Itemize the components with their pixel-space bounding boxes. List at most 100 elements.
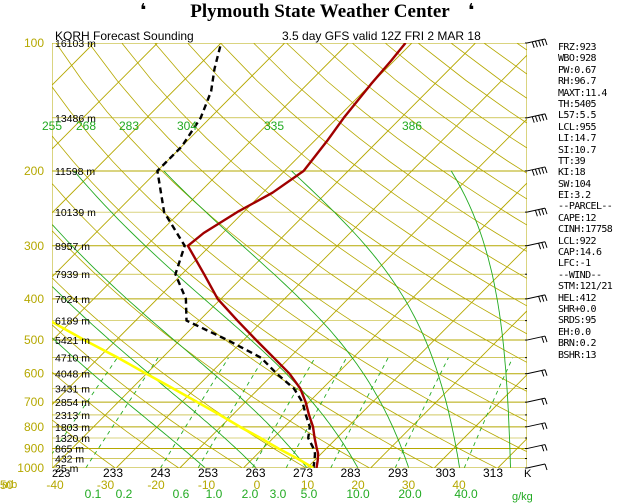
height-label: 6189 m — [55, 316, 90, 328]
label-layer: KORH Forecast Sounding 3.5 day GFS valid… — [0, 29, 533, 503]
height-label: 13486 m — [55, 113, 96, 125]
pressure-label: 200 — [24, 164, 44, 178]
height-label: 865 m — [55, 444, 84, 456]
mixing-ratio-label: 0.1 — [85, 487, 102, 501]
mixing-ratio-line — [85, 357, 159, 468]
index-line: LFC:-1 — [558, 258, 591, 270]
mixing-ratio-unit-label: g/kg — [512, 491, 533, 503]
theta-label: 255 — [42, 119, 62, 133]
chart-subtitle: 3.5 day GFS valid 12Z FRI 2 MAR 18 — [282, 29, 481, 43]
wind-barb-flag — [541, 114, 545, 121]
wind-barb-flag — [544, 38, 548, 46]
dry-adiabat-line — [52, 419, 116, 468]
index-line: LCL:955 — [558, 121, 597, 133]
height-label: 4048 m — [55, 369, 90, 381]
series-layer — [52, 43, 407, 468]
mixing-ratio-line — [394, 357, 449, 468]
temperature-tick-label: 40 — [452, 478, 466, 492]
index-line: --PARCEL-- — [558, 201, 613, 213]
wind-barb-flag — [538, 243, 542, 250]
wind-barb-flag — [544, 294, 548, 302]
wind-barb-flag — [544, 398, 548, 405]
wind-barb-flag — [541, 398, 545, 406]
pressure-label: 400 — [24, 292, 44, 306]
wind-barb-flag — [544, 369, 548, 376]
wind-barb-flag — [541, 370, 545, 377]
index-line: TH:5405 — [558, 98, 597, 110]
wind-barb-flag — [544, 463, 548, 471]
kelvin-label: 263 — [245, 466, 265, 480]
temperature-tick-label: 30 — [402, 478, 416, 492]
index-line: CINH:17758 — [558, 224, 613, 236]
mixing-ratio-line — [330, 357, 389, 468]
index-line: CAPE:12 — [558, 212, 597, 224]
wind-barb-flag — [544, 241, 548, 248]
wind-barb-flag — [538, 209, 542, 216]
index-line: LCL:922 — [558, 235, 597, 247]
temperature-tick-label: 0 — [254, 478, 261, 492]
wind-barb-flag — [541, 295, 545, 302]
pressure-label: 700 — [24, 395, 44, 409]
wind-barb-flag — [538, 296, 542, 303]
temperature-tick-label: -50 — [0, 478, 13, 492]
kelvin-label: 303 — [435, 466, 455, 480]
height-label: 7024 m — [55, 294, 90, 306]
pressure-label: 100 — [24, 36, 44, 50]
isotherm-line — [243, 182, 527, 468]
temperature-tick-label: 10 — [301, 478, 315, 492]
temperature-tick-label: 20 — [351, 478, 365, 492]
height-label: 1803 m — [55, 422, 90, 434]
kelvin-label: 233 — [103, 466, 123, 480]
mixing-ratio-label: 3.0 — [270, 487, 287, 501]
mixing-ratio-label: 10.0 — [346, 487, 370, 501]
temperature-tick-label: -20 — [147, 478, 165, 492]
index-line: EH:0.0 — [558, 326, 591, 338]
mixing-ratio-line — [197, 357, 265, 468]
height-label: 7939 m — [55, 269, 90, 281]
index-line: SW:104 — [558, 178, 591, 190]
dry-adiabat-line — [52, 86, 527, 453]
moist-adiabat-line — [291, 170, 461, 468]
moist-adiabat-line — [450, 170, 511, 468]
wind-barb-flag — [531, 169, 535, 176]
mixing-ratio-label: 1.0 — [206, 487, 223, 501]
dry-adiabat-line — [52, 182, 434, 468]
wind-barb-flag — [544, 335, 548, 343]
wind-barb-flag — [534, 210, 538, 217]
right-swirl-icon: ❛ — [468, 0, 475, 21]
mixing-ratio-line — [252, 357, 316, 468]
left-swirl-icon: ❛ — [140, 0, 147, 21]
mixing-ratio-line — [538, 358, 581, 468]
isotherm-line — [433, 374, 527, 468]
isotherm-line — [52, 43, 413, 406]
kelvin-label: 283 — [340, 466, 360, 480]
pressure-label: 500 — [24, 333, 44, 347]
wind-barb-flag — [544, 113, 548, 120]
moist-adiabat-line — [163, 170, 410, 468]
height-label: 25 m — [55, 463, 79, 475]
isotherm-line — [52, 43, 349, 342]
index-line: WBO:928 — [558, 53, 597, 65]
dry-adiabat-line — [52, 324, 243, 468]
kelvin-label: 243 — [150, 466, 170, 480]
index-line: PW:0.67 — [558, 64, 597, 76]
index-line: --WIND-- — [558, 269, 602, 281]
dry-adiabat-line — [52, 371, 180, 468]
index-line: BSHR:13 — [558, 349, 597, 361]
wind-barb-flag — [541, 39, 545, 46]
wind-barb-staff — [526, 463, 546, 469]
kelvin-unit-label: K — [524, 468, 532, 480]
index-line: LI:14.7 — [558, 133, 597, 145]
dry-adiabat-line — [52, 277, 307, 468]
index-line: KI:18 — [558, 167, 586, 179]
mixing-ratio-label: 40.0 — [454, 487, 478, 501]
isotherm-line — [115, 54, 527, 468]
index-line: STM:121/21 — [558, 281, 613, 293]
index-line: TT:39 — [558, 155, 586, 167]
dry-adiabat-line — [52, 135, 497, 468]
height-label: 4710 m — [55, 353, 90, 365]
dry-adiabat-line — [253, 43, 527, 253]
moist-adiabat-line — [52, 285, 257, 468]
wind-barb-flag — [538, 115, 542, 122]
